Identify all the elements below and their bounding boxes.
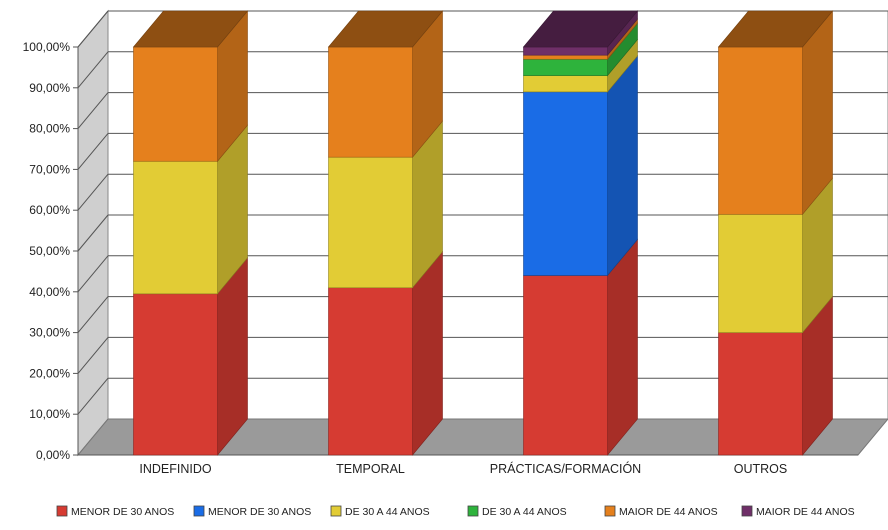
bar [328, 156, 413, 289]
legend-label: DE 30 A 44 ANOS [482, 506, 567, 518]
gridline-side [77, 51, 109, 89]
y-tick-label: 50,00% [29, 244, 70, 258]
bar [523, 54, 608, 60]
gridline-side [77, 92, 109, 129]
x-axis-labels: INDEFINIDO TEMPORAL PRÁCTICAS/FORMACIÓN OUT… [139, 461, 787, 476]
gridline-side [77, 337, 109, 374]
legend-swatch [741, 505, 753, 517]
bar [133, 160, 218, 295]
bar-side [607, 238, 638, 456]
x-tick-label: TEMPORAL [336, 462, 405, 476]
bar-side [607, 55, 638, 277]
y-tick-label: 60,00% [29, 203, 70, 217]
legend-swatch [604, 505, 616, 517]
bar [718, 213, 803, 333]
legend-swatch [330, 505, 342, 517]
gridline-side [77, 173, 109, 211]
y-tick-label: 0,00% [36, 448, 70, 462]
bar-top [522, 10, 639, 48]
gridline-side [77, 255, 109, 293]
gridline-side [77, 214, 109, 252]
legend-label: MAIOR DE 44 ANOS [619, 506, 718, 518]
gridline-side [77, 10, 109, 48]
y-tick-label: 10,00% [29, 407, 70, 421]
y-tick-label: 80,00% [29, 122, 70, 136]
x-tick-label: INDEFINIDO [139, 462, 212, 476]
bar [328, 46, 413, 158]
legend-swatch [467, 505, 479, 517]
bar [523, 75, 608, 93]
bar-top [327, 10, 444, 48]
y-tick-label: 70,00% [29, 162, 70, 176]
gridline-side [77, 296, 109, 333]
bar [523, 46, 608, 56]
x-tick-label: PRÁCTICAS/FORMACIÓN [490, 461, 641, 476]
bar-top [132, 10, 249, 48]
legend-label: MENOR DE 30 ANOS [71, 506, 174, 518]
gridline-side [77, 133, 109, 170]
bar [718, 46, 803, 215]
y-tick-label: 20,00% [29, 366, 70, 380]
y-tick-label: 100,00% [23, 40, 71, 54]
bar [328, 287, 413, 456]
bars [132, 10, 834, 456]
bar [718, 332, 803, 456]
legend-label: MAIOR DE 44 ANOS [756, 506, 855, 518]
bar [523, 58, 608, 76]
legend-swatch [56, 505, 68, 517]
y-tick-label: 90,00% [29, 81, 70, 95]
bar [523, 275, 608, 456]
legend-swatch [193, 505, 205, 517]
gridline-side [77, 377, 109, 415]
x-tick-label: OUTROS [734, 462, 787, 476]
bar [133, 46, 218, 162]
bar [523, 91, 608, 276]
y-tick-label: 30,00% [29, 326, 70, 340]
legend: MENOR DE 30 ANOS MENOR DE 30 ANOS DE 30 A … [56, 505, 855, 518]
legend-label: MENOR DE 30 ANOS [208, 506, 311, 518]
bar-top [717, 10, 834, 48]
y-tick-label: 40,00% [29, 285, 70, 299]
legend-label: DE 30 A 44 ANOS [345, 506, 430, 518]
bar [133, 293, 218, 456]
